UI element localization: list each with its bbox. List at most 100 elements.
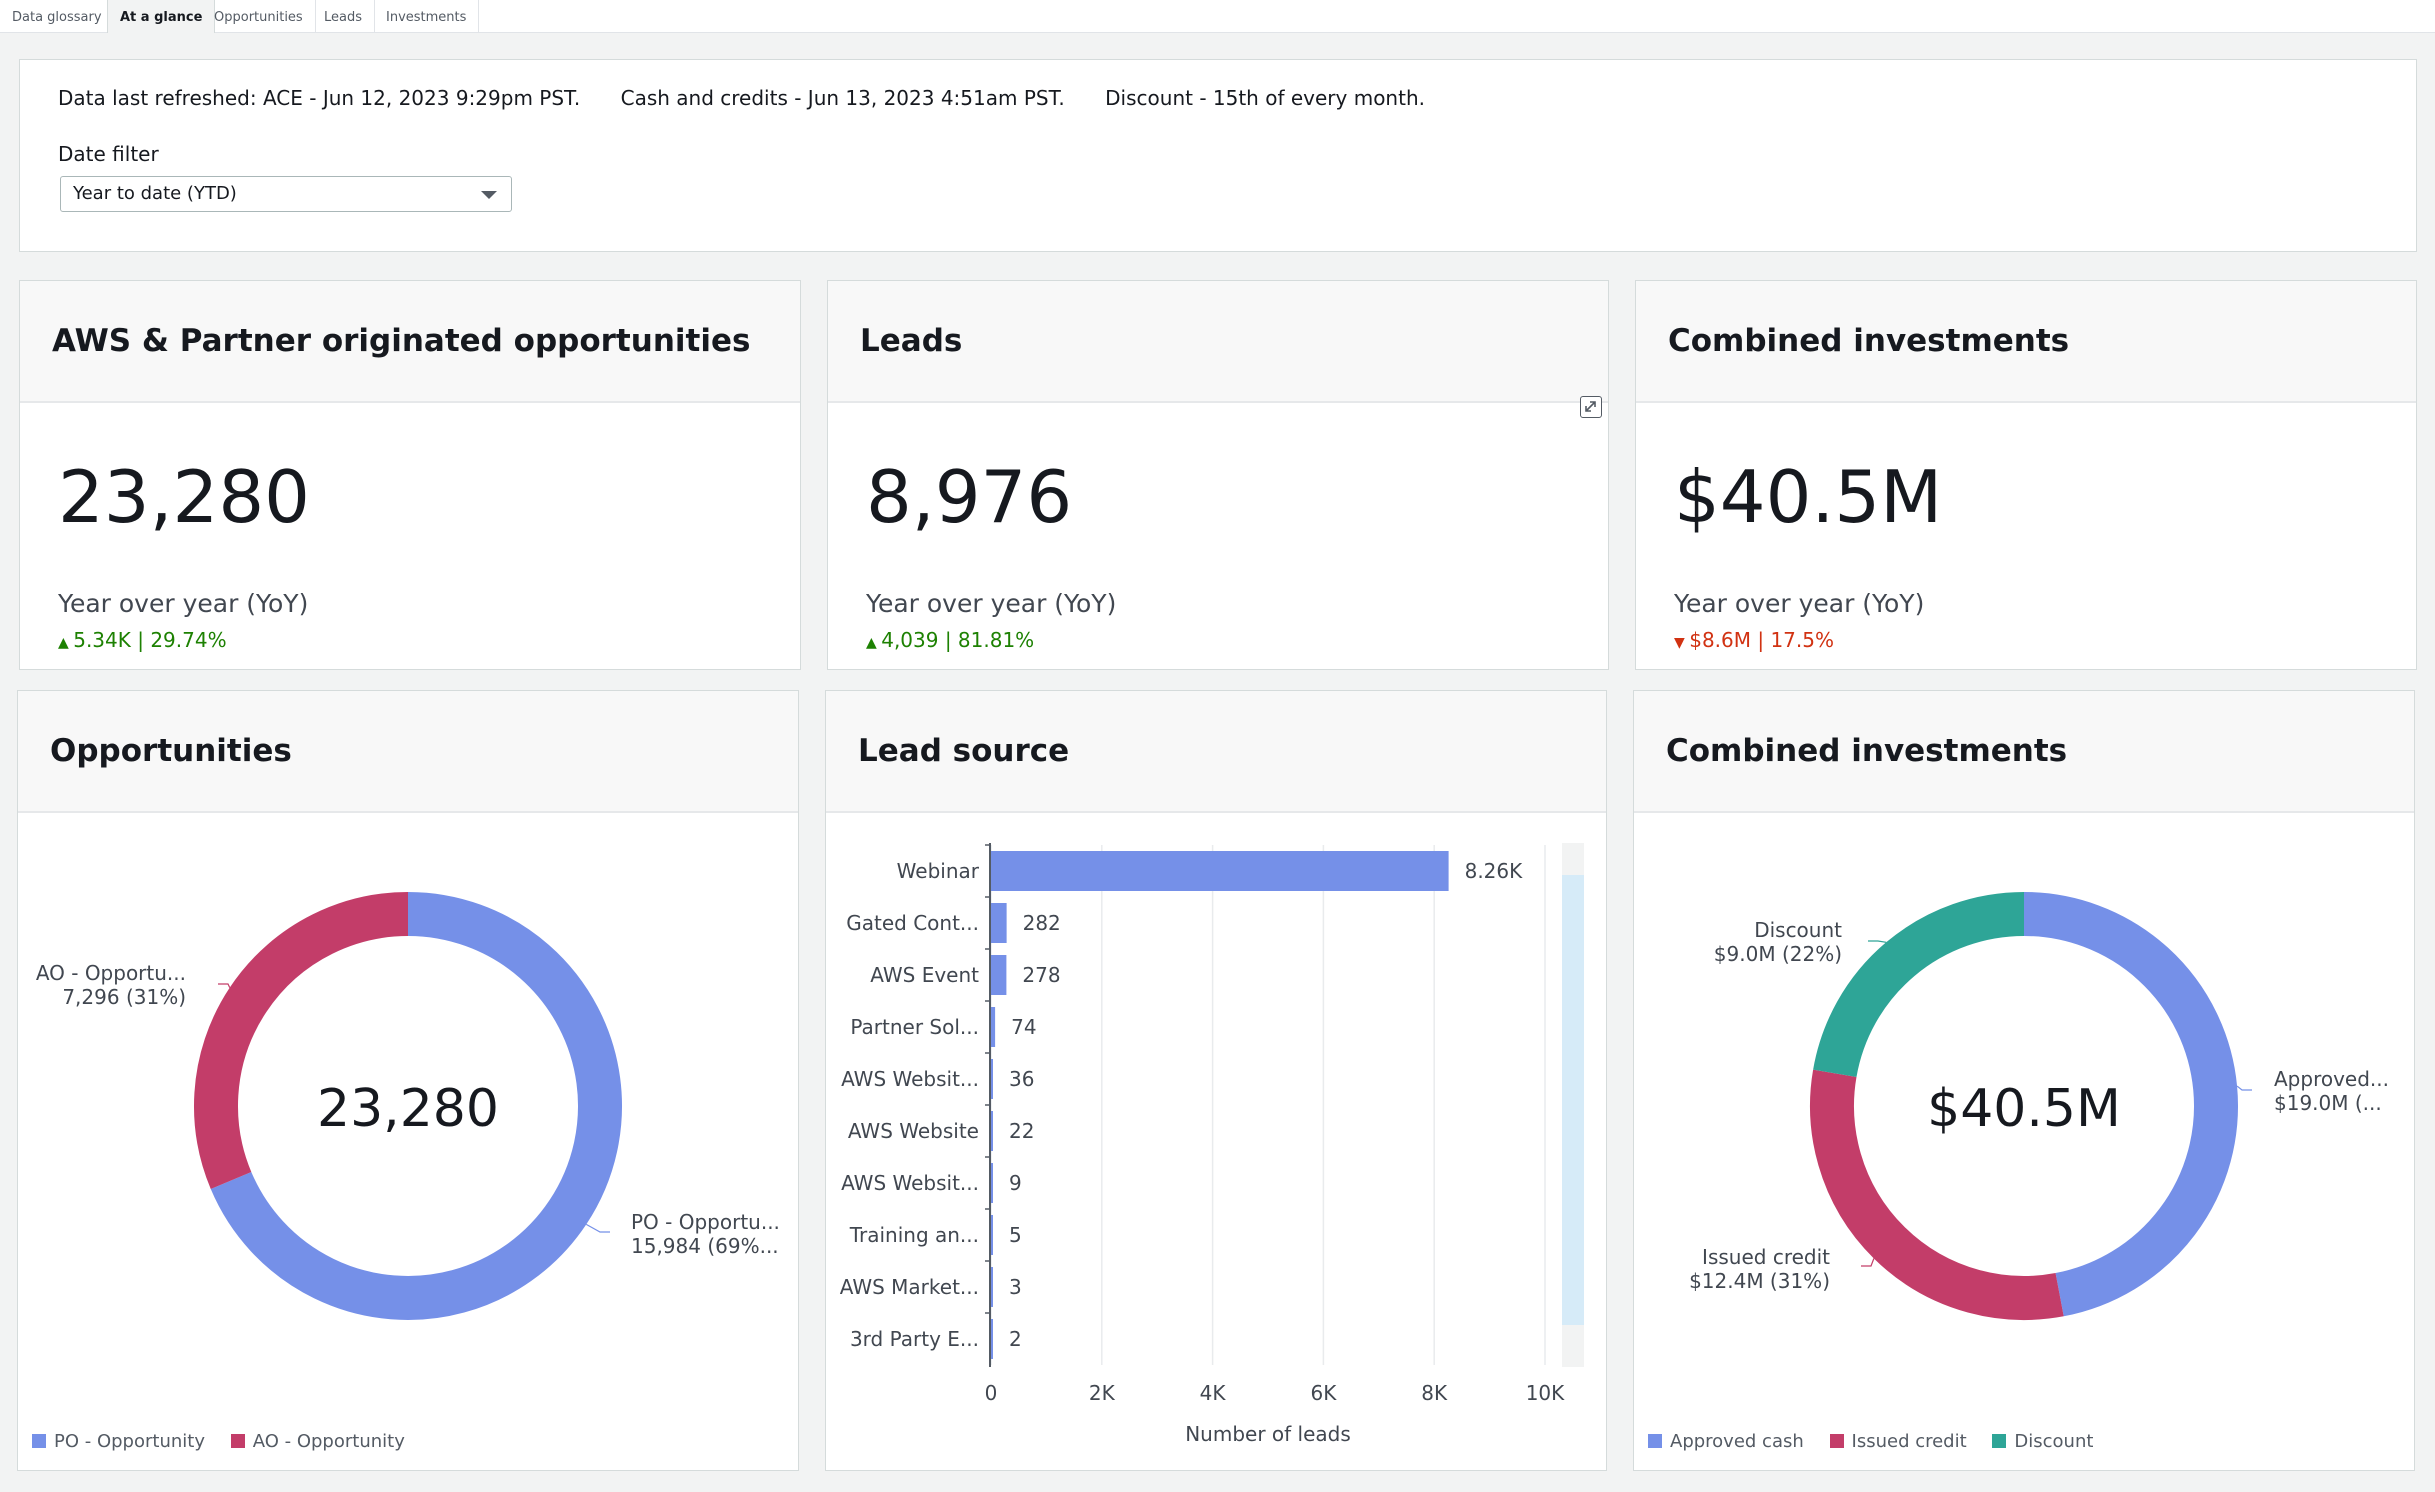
bar[interactable]: [991, 1319, 993, 1359]
donut-center-value: 23,280: [317, 1079, 499, 1139]
tab-opportunities[interactable]: Opportunities: [202, 0, 316, 33]
panel-header: Leads: [828, 281, 1608, 403]
category-label: AWS Market...: [840, 1275, 979, 1299]
tab-investments[interactable]: Investments: [374, 0, 480, 33]
investments-chart-panel: Combined investments Approved... $19.0M (…: [1633, 690, 2415, 1471]
bar[interactable]: [991, 903, 1007, 943]
refresh-discount-text: Discount - 15th of every month.: [1105, 86, 1425, 110]
investments-donut-chart[interactable]: Approved...$19.0M (... Issued credit$12.4…: [1634, 841, 2414, 1401]
refresh-cash-text: Cash and credits - Jun 13, 2023 4:51am P…: [620, 86, 1065, 110]
yoy-label: Year over year (YoY): [58, 589, 309, 618]
bar-value-label: 278: [1022, 963, 1060, 987]
refresh-info: Data last refreshed: ACE - Jun 12, 2023 …: [58, 86, 1459, 110]
bar[interactable]: [991, 1111, 993, 1151]
donut-slice[interactable]: [194, 892, 409, 1189]
tab-leads[interactable]: Leads: [312, 0, 376, 33]
category-label: Training an...: [849, 1223, 979, 1247]
x-tick-label: 8K: [1421, 1381, 1448, 1405]
chart-legend: Approved cash Issued credit Discount: [1648, 1431, 2113, 1452]
panel-header: AWS & Partner originated opportunities: [20, 281, 800, 403]
bar-value-label: 9: [1009, 1171, 1022, 1195]
legend-item[interactable]: PO - Opportunity: [32, 1431, 205, 1452]
panel-header: Combined investments: [1636, 281, 2416, 403]
slice-label: Issued credit: [1702, 1245, 1830, 1269]
bar[interactable]: [991, 1059, 993, 1099]
slice-label: Approved...: [2274, 1067, 2389, 1091]
expand-icon[interactable]: [1580, 396, 1602, 418]
legend-item[interactable]: Issued credit: [1829, 1431, 1967, 1452]
bar-value-label: 74: [1011, 1015, 1036, 1039]
panel-title: Combined investments: [1666, 733, 2068, 769]
x-tick-label: 6K: [1310, 1381, 1337, 1405]
panel-header: Lead source: [826, 691, 1606, 813]
category-label: 3rd Party E...: [850, 1327, 979, 1351]
category-label: AWS Websit...: [841, 1067, 979, 1091]
donut-slice[interactable]: [2023, 892, 2238, 1317]
scrollbar-thumb[interactable]: [1562, 875, 1584, 1325]
refresh-ace-text: Data last refreshed: ACE - Jun 12, 2023 …: [58, 86, 581, 110]
x-axis-title: Number of leads: [1185, 1422, 1351, 1446]
yoy-change: ▲ 5.34K | 29.74%: [58, 628, 227, 652]
legend-item[interactable]: Approved cash: [1648, 1431, 1804, 1452]
panel-title: Leads: [860, 323, 963, 359]
bar[interactable]: [991, 1163, 993, 1203]
bar-value-label: 3: [1009, 1275, 1022, 1299]
yoy-label: Year over year (YoY): [1674, 589, 1925, 618]
chart-legend: PO - Opportunity AO - Opportunity: [32, 1431, 425, 1452]
donut-slice[interactable]: [210, 892, 622, 1320]
bar[interactable]: [991, 1215, 993, 1255]
donut-slice[interactable]: [1813, 892, 2025, 1078]
leader-line: [585, 1223, 610, 1233]
date-filter-select[interactable]: Year to date (YTD): [60, 176, 512, 212]
bar[interactable]: [991, 955, 1007, 995]
bar-value-label: 22: [1009, 1119, 1034, 1143]
legend-label: Discount: [2014, 1431, 2094, 1452]
legend-swatch: [32, 1434, 46, 1448]
slice-value-label: $19.0M (...: [2274, 1091, 2382, 1115]
slice-value-label: $9.0M (22%): [1714, 942, 1842, 966]
yoy-change: ▲ 4,039 | 81.81%: [866, 628, 1034, 652]
tab-data-glossary[interactable]: Data glossary: [0, 0, 115, 33]
yoy-change-value: 4,039 | 81.81%: [881, 628, 1035, 652]
x-tick-label: 0: [985, 1381, 998, 1405]
yoy-change-value: $8.6M | 17.5%: [1689, 628, 1834, 652]
legend-label: PO - Opportunity: [54, 1431, 205, 1452]
date-filter-value: Year to date (YTD): [73, 183, 237, 204]
opportunities-chart-panel: Opportunities PO - Opportu... 15,984 (69%…: [17, 690, 799, 1471]
donut-center-value: $40.5M: [1927, 1079, 2121, 1139]
legend-swatch: [1829, 1434, 1844, 1448]
slice-value-label: 15,984 (69%...: [631, 1234, 779, 1258]
kpi-value: $40.5M: [1674, 455, 1943, 539]
bar[interactable]: [991, 1007, 996, 1047]
category-label: AWS Websit...: [841, 1171, 979, 1195]
date-filter-label: Date filter: [58, 142, 159, 166]
category-label: AWS Event: [870, 963, 979, 987]
kpi-opportunities-panel: AWS & Partner originated opportunities 2…: [19, 280, 801, 670]
legend-label: Approved cash: [1670, 1431, 1804, 1452]
lead-source-bar-chart[interactable]: 0 2K 4K 6K 8K 10K Webinar 8.26K Gated Cont... 282…: [826, 821, 1606, 1461]
panel-header: Combined investments: [1634, 691, 2414, 813]
legend-item[interactable]: AO - Opportunity: [230, 1431, 405, 1452]
category-label: Partner Sol...: [850, 1015, 979, 1039]
opportunities-donut-chart[interactable]: PO - Opportu...15,984 (69%... AO - Opport…: [18, 841, 798, 1401]
leader-line: [1868, 940, 1887, 943]
bar[interactable]: [991, 851, 1449, 891]
trend-up-icon: ▲: [58, 635, 74, 651]
bar-value-label: 2: [1009, 1327, 1022, 1351]
bar[interactable]: [991, 1267, 993, 1307]
tab-at-a-glance[interactable]: At a glance: [107, 0, 216, 33]
expand-glyph: [1585, 401, 1596, 412]
bar-value-label: 36: [1009, 1067, 1034, 1091]
category-label: AWS Website: [848, 1119, 979, 1143]
panel-title: AWS & Partner originated opportunities: [52, 323, 751, 359]
lead-source-chart-panel: Lead source 0 2K 4K 6K 8K 10K Webinar 8.26K Gate…: [825, 690, 1607, 1471]
legend-item[interactable]: Discount: [1992, 1431, 2093, 1452]
slice-value-label: $12.4M (31%): [1689, 1269, 1830, 1293]
yoy-change-value: 5.34K | 29.74%: [73, 628, 227, 652]
trend-up-icon: ▲: [866, 635, 882, 651]
slice-label: PO - Opportu...: [631, 1210, 780, 1234]
refresh-info-panel: Data last refreshed: ACE - Jun 12, 2023 …: [19, 59, 2417, 252]
x-tick-label: 2K: [1089, 1381, 1116, 1405]
panel-header: Opportunities: [18, 691, 798, 813]
donut-slice[interactable]: [1810, 1069, 2064, 1320]
